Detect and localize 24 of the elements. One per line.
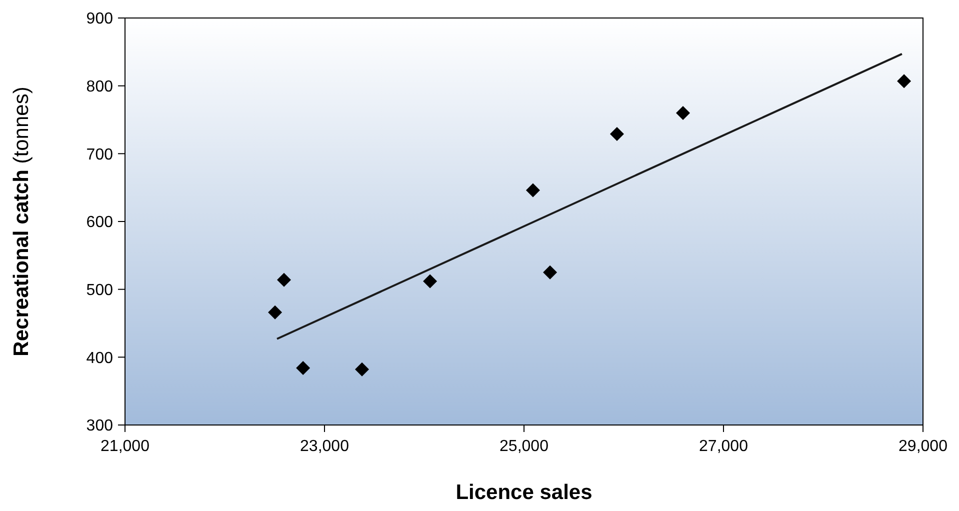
y-axis-title: Recreational catch (tonnes) [10, 86, 33, 356]
x-tick-label: 29,000 [898, 438, 948, 455]
point [296, 361, 310, 376]
point [676, 106, 690, 120]
y-tick-label: 800 [86, 78, 114, 96]
x-axis-title: Licence sales [456, 481, 592, 504]
point [268, 305, 282, 320]
point [543, 265, 558, 280]
point [423, 274, 438, 288]
x-tick-label: 25,000 [500, 438, 549, 455]
point [355, 362, 370, 376]
point [610, 126, 624, 141]
point [277, 272, 291, 287]
x-tick-label: 21,000 [100, 438, 150, 455]
y-tick-label: 500 [86, 282, 114, 299]
y-tick-label: 400 [86, 350, 114, 367]
x-tick-label: 23,000 [300, 438, 350, 455]
y-tick-label: 700 [86, 146, 114, 164]
point [897, 74, 912, 88]
x-tick-label: 27,000 [699, 438, 748, 455]
y-tick-label: 300 [86, 418, 114, 435]
y-tick-label: 600 [86, 214, 114, 232]
point [526, 183, 540, 198]
y-tick-label: 900 [86, 10, 114, 28]
